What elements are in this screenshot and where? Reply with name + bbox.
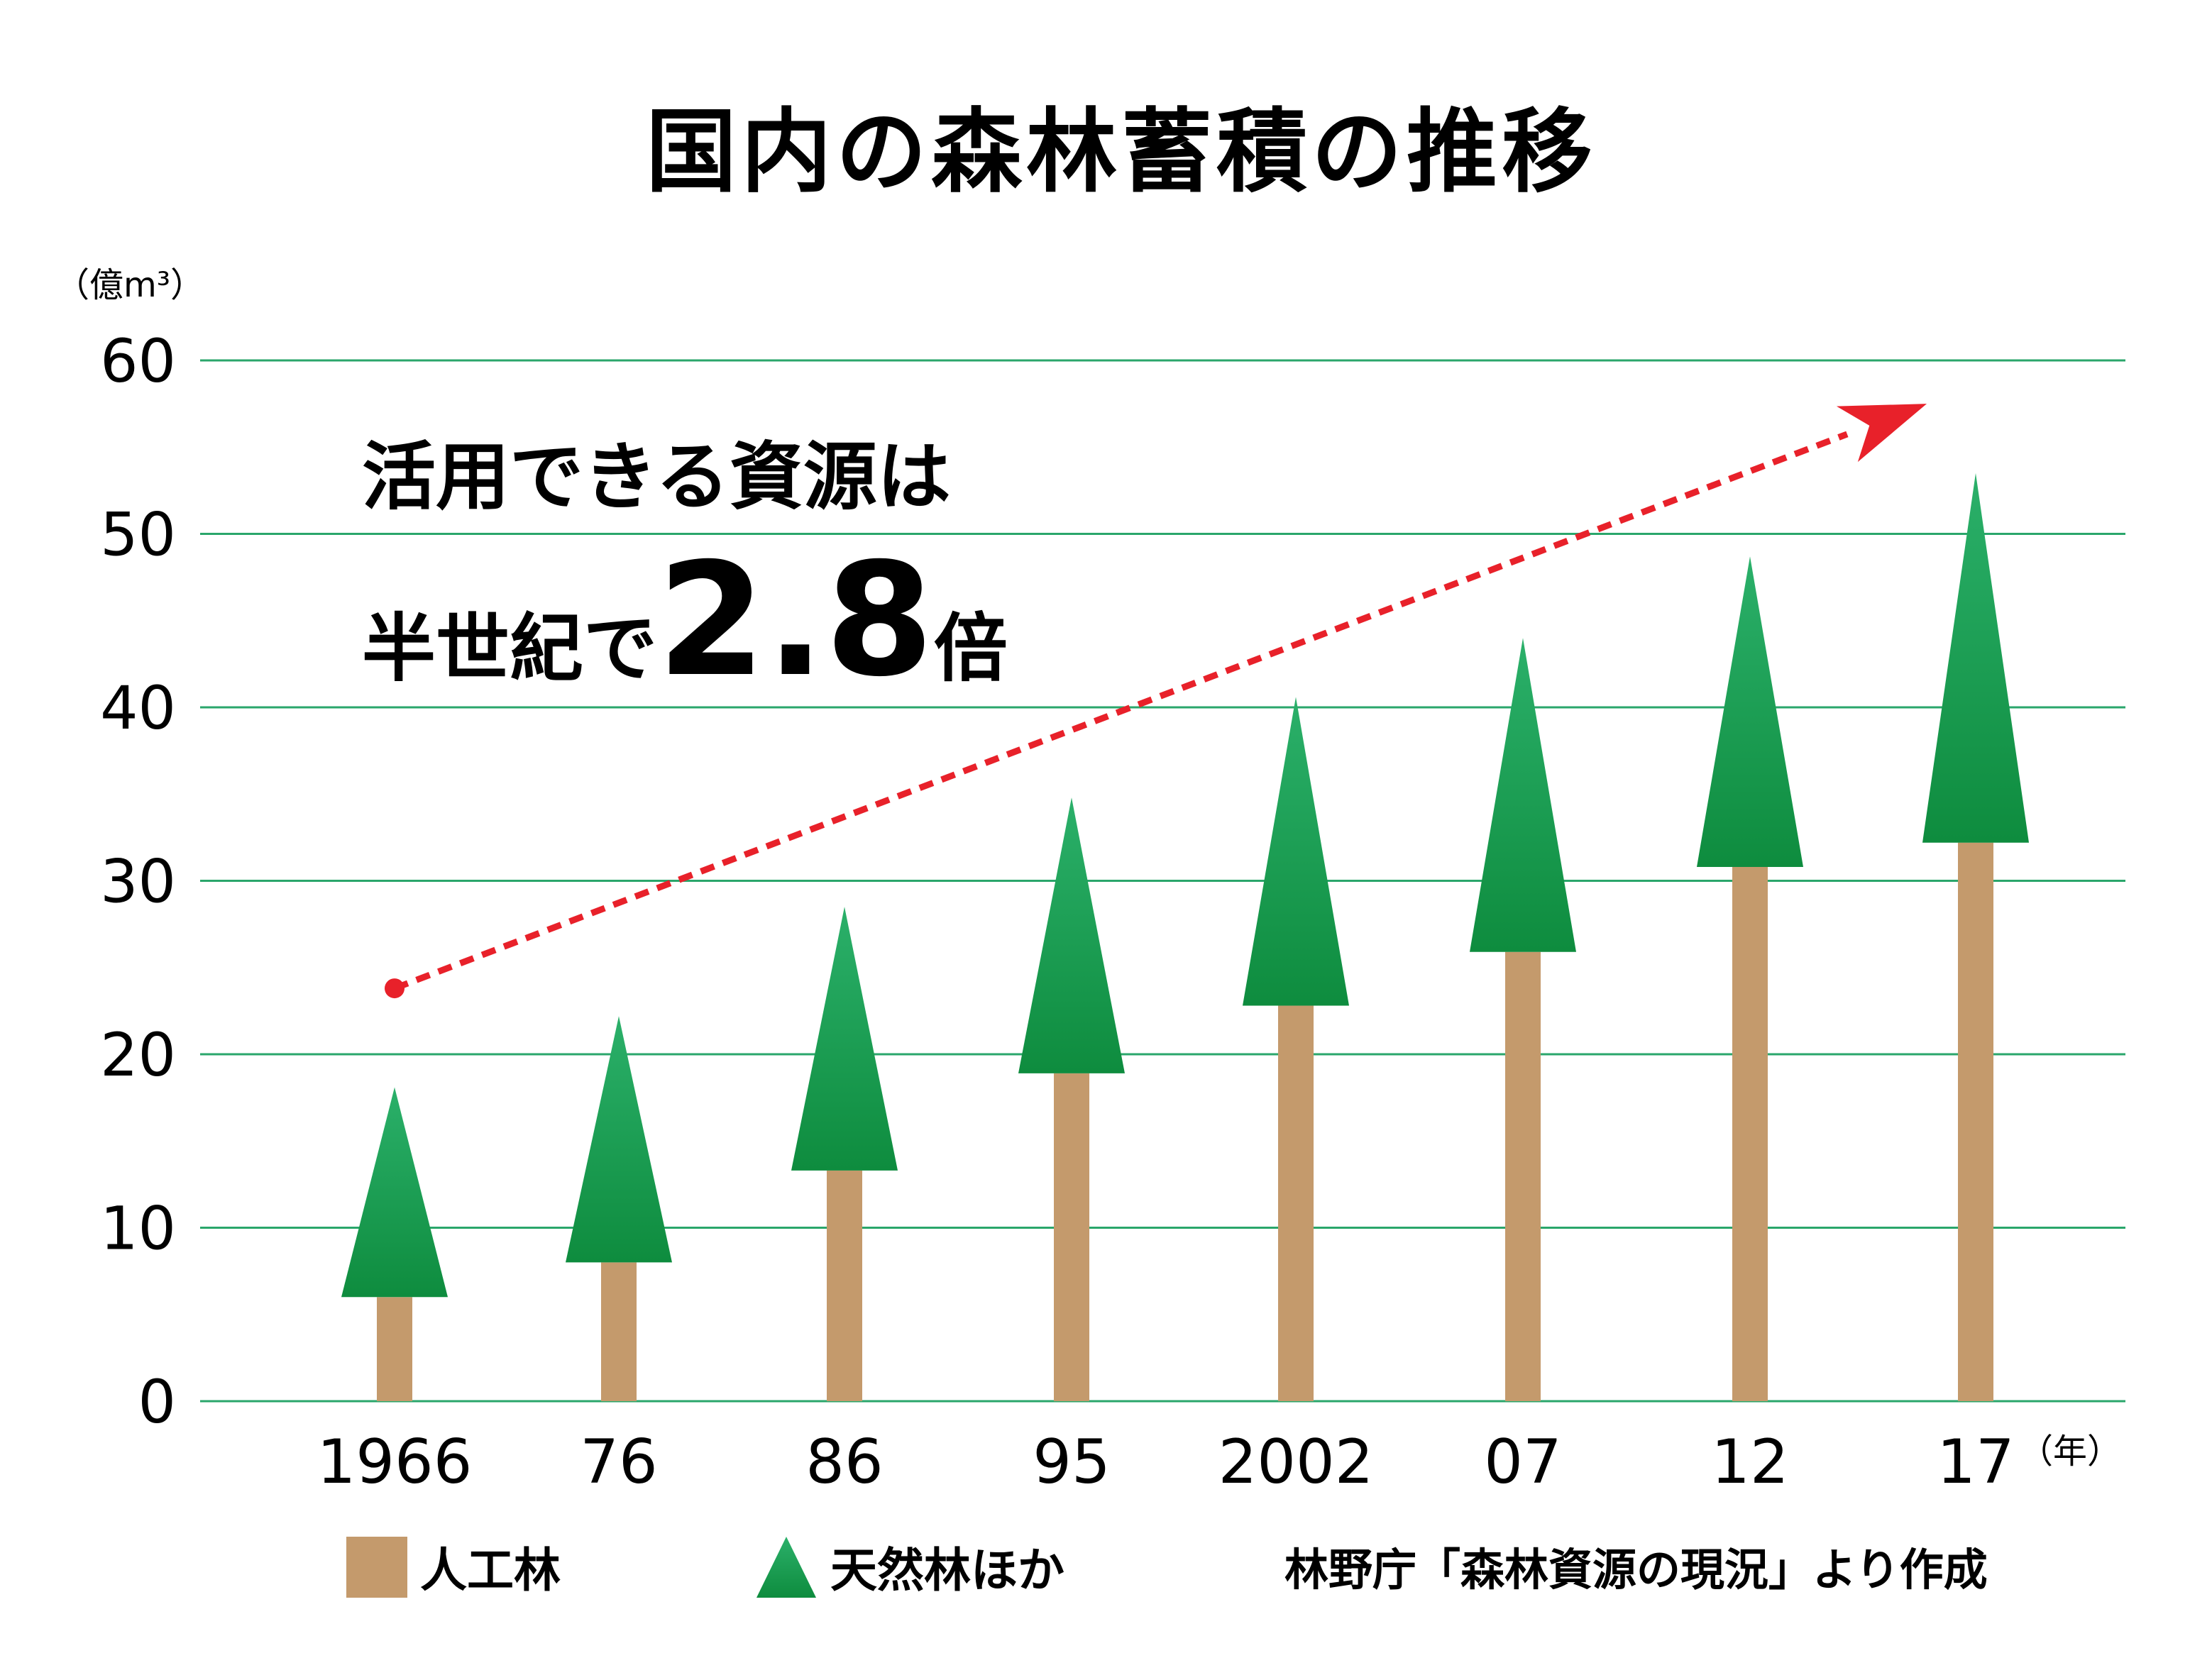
y-tick-label: 50 [100, 500, 176, 570]
trend-arrow [385, 404, 1927, 999]
bar-natural-76 [566, 1016, 672, 1263]
chart-title: 国内の森林蓄積の推移 [646, 99, 1597, 205]
annotation-multiplier: 2.8 [657, 529, 934, 711]
y-tick-labels: 0 10 20 30 40 50 60 [100, 326, 176, 1437]
bar-planted-12 [1732, 866, 1768, 1401]
y-axis-unit: （億m³） [55, 265, 204, 305]
bar-natural-12 [1697, 556, 1803, 867]
bar-natural-17 [1922, 472, 2029, 843]
y-tick-label: 10 [100, 1194, 176, 1264]
annotation-line1: 活用できる資源は [362, 433, 951, 520]
y-tick-label: 40 [100, 673, 176, 743]
x-tick-label: 12 [1711, 1427, 1788, 1498]
x-tick-label: 1966 [317, 1427, 473, 1498]
x-tick-label: 86 [805, 1427, 883, 1498]
bar-planted-95 [1054, 1073, 1089, 1401]
annotation-prefix: 半世紀で [362, 605, 657, 692]
bar-natural-95 [1018, 797, 1125, 1073]
bar-natural-86 [791, 907, 898, 1171]
bar-planted-1966 [377, 1297, 412, 1401]
x-tick-label: 95 [1033, 1427, 1110, 1498]
x-tick-label: 07 [1484, 1427, 1561, 1498]
bars [341, 472, 2029, 1401]
x-tick-label: 2002 [1218, 1427, 1374, 1498]
bar-planted-76 [601, 1262, 637, 1401]
legend-label-planted: 人工林 [420, 1543, 561, 1598]
y-tick-label: 60 [100, 326, 176, 396]
legend: 人工林 天然林ほか [346, 1537, 1064, 1598]
x-tick-labels: 1966 76 86 95 2002 07 12 17 [317, 1427, 2015, 1498]
bar-natural-1966 [341, 1087, 448, 1298]
bar-natural-2002 [1243, 697, 1349, 1006]
legend-label-natural: 天然林ほか [830, 1543, 1064, 1598]
y-tick-label: 0 [138, 1367, 176, 1437]
x-tick-label: 76 [580, 1427, 657, 1498]
trend-line [393, 431, 1849, 992]
x-axis-unit: （年） [2019, 1432, 2121, 1471]
trend-start-dot [385, 978, 405, 999]
annotation-suffix: 倍 [934, 605, 1008, 692]
y-tick-label: 30 [100, 847, 176, 917]
trend-arrowhead [1836, 404, 1927, 463]
source-note: 林野庁「森林資源の現況」より作成 [1284, 1544, 1988, 1596]
y-tick-label: 20 [100, 1020, 176, 1090]
x-tick-label: 17 [1937, 1427, 2014, 1498]
bar-planted-17 [1958, 842, 1993, 1401]
legend-swatch-planted [346, 1537, 407, 1598]
grid-lines [200, 359, 2125, 1403]
bar-natural-07 [1470, 638, 1576, 952]
bar-planted-86 [827, 1170, 862, 1401]
legend-swatch-natural [756, 1537, 816, 1598]
bar-planted-2002 [1278, 1005, 1314, 1401]
bar-planted-07 [1505, 951, 1541, 1401]
annotation-line2: 半世紀で2.8倍 [362, 529, 1008, 711]
